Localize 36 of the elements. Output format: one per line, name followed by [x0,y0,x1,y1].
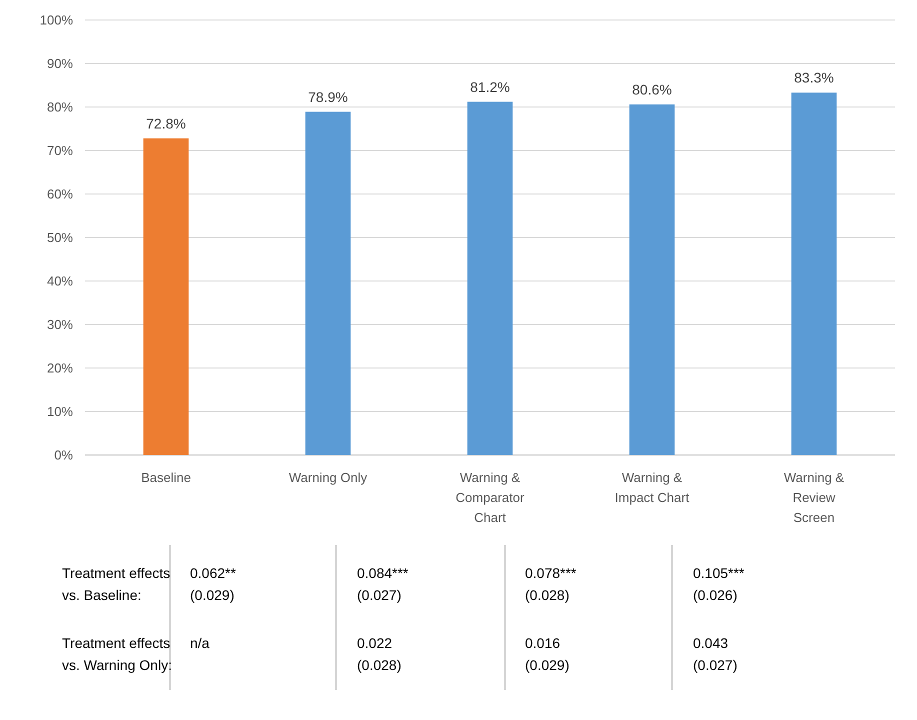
y-tick-label: 100% [40,12,74,28]
text: 0.022 (0.028) [357,635,402,673]
y-tick-label: 50% [46,230,74,246]
data-label: 81.2% [470,78,510,95]
text: 0.078*** (0.028) [525,565,577,603]
data-label: 72.8% [146,115,186,132]
y-tick-label: 70% [46,143,74,158]
bar [305,112,351,455]
data-label: 80.6% [632,81,672,98]
y-tick-label: 20% [46,360,74,376]
y-tick-label: 0% [54,448,74,463]
text: 0.016 (0.029) [525,635,570,673]
text: 0.084*** (0.027) [357,565,409,603]
bar [143,138,189,455]
y-tick-label: 30% [46,317,74,332]
x-tick-label: Warning & Review Screen [784,470,844,525]
text: n/a [190,635,210,651]
data-label: 83.3% [794,70,834,86]
x-tick-label: Warning & Impact Chart [614,470,690,505]
y-tick-label: 60% [46,186,74,202]
text: 0.043 (0.027) [693,635,738,673]
data-label: 78.9% [308,88,348,105]
y-tick-label: 10% [46,404,74,420]
text: Treatment effects vs. Baseline: [62,565,170,603]
y-tick-label: 90% [46,56,74,72]
x-tick-label: Warning & Comparator Chart [456,470,525,525]
text: 0.105*** (0.026) [693,565,745,603]
x-tick-label: Baseline [141,470,191,485]
bar [629,104,675,455]
y-tick-label: 80% [46,100,74,115]
x-tick-label: Warning Only [288,470,368,485]
text: Treatment effects vs. Warning Only: [62,635,172,673]
y-tick-label: 40% [46,274,74,289]
text: 0.062** (0.029) [190,565,236,603]
bar [467,102,513,455]
bar [791,92,837,455]
